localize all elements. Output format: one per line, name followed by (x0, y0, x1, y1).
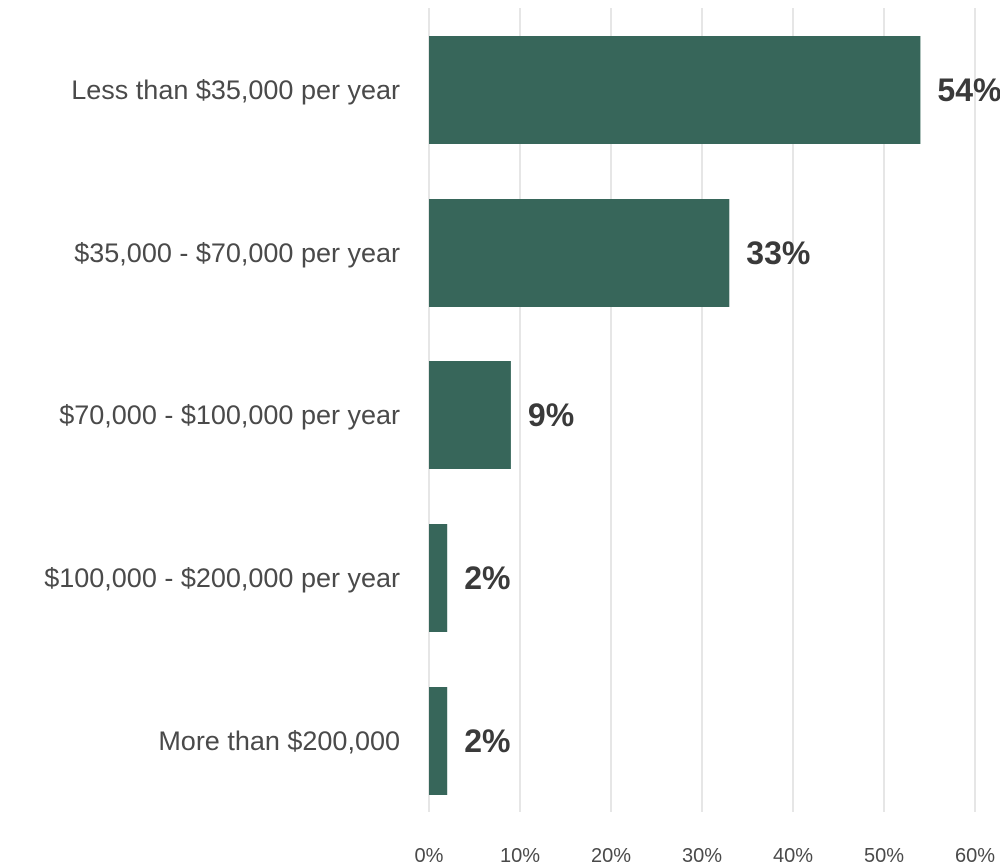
x-tick-label: 50% (864, 845, 904, 865)
x-tick-label: 0% (415, 845, 444, 865)
data-label: 54% (937, 72, 1000, 108)
bar (429, 687, 448, 795)
category-label: Less than $35,000 per year (71, 75, 400, 105)
category-label: $100,000 - $200,000 per year (44, 563, 400, 593)
x-tick-label: 20% (591, 845, 631, 865)
data-label: 2% (464, 723, 510, 759)
category-label: $35,000 - $70,000 per year (74, 238, 400, 268)
bar (429, 524, 448, 632)
bar (429, 199, 730, 307)
x-tick-label: 10% (500, 845, 540, 865)
data-label: 9% (528, 397, 574, 433)
category-label: $70,000 - $100,000 per year (59, 400, 400, 430)
x-tick-label: 60% (955, 845, 995, 865)
x-tick-label: 40% (773, 845, 813, 865)
bar (429, 361, 511, 469)
category-labels: Less than $35,000 per year $35,000 - $70,… (44, 75, 400, 756)
x-tick-label: 30% (682, 845, 722, 865)
bars (429, 36, 921, 795)
data-label: 33% (746, 235, 810, 271)
bar (429, 36, 921, 144)
category-label: More than $200,000 (158, 726, 400, 756)
x-axis-tick-labels: 0% 10% 20% 30% 40% 50% 60% (415, 845, 996, 865)
data-labels: 54% 33% 9% 2% 2% (464, 72, 1000, 759)
data-label: 2% (464, 560, 510, 596)
